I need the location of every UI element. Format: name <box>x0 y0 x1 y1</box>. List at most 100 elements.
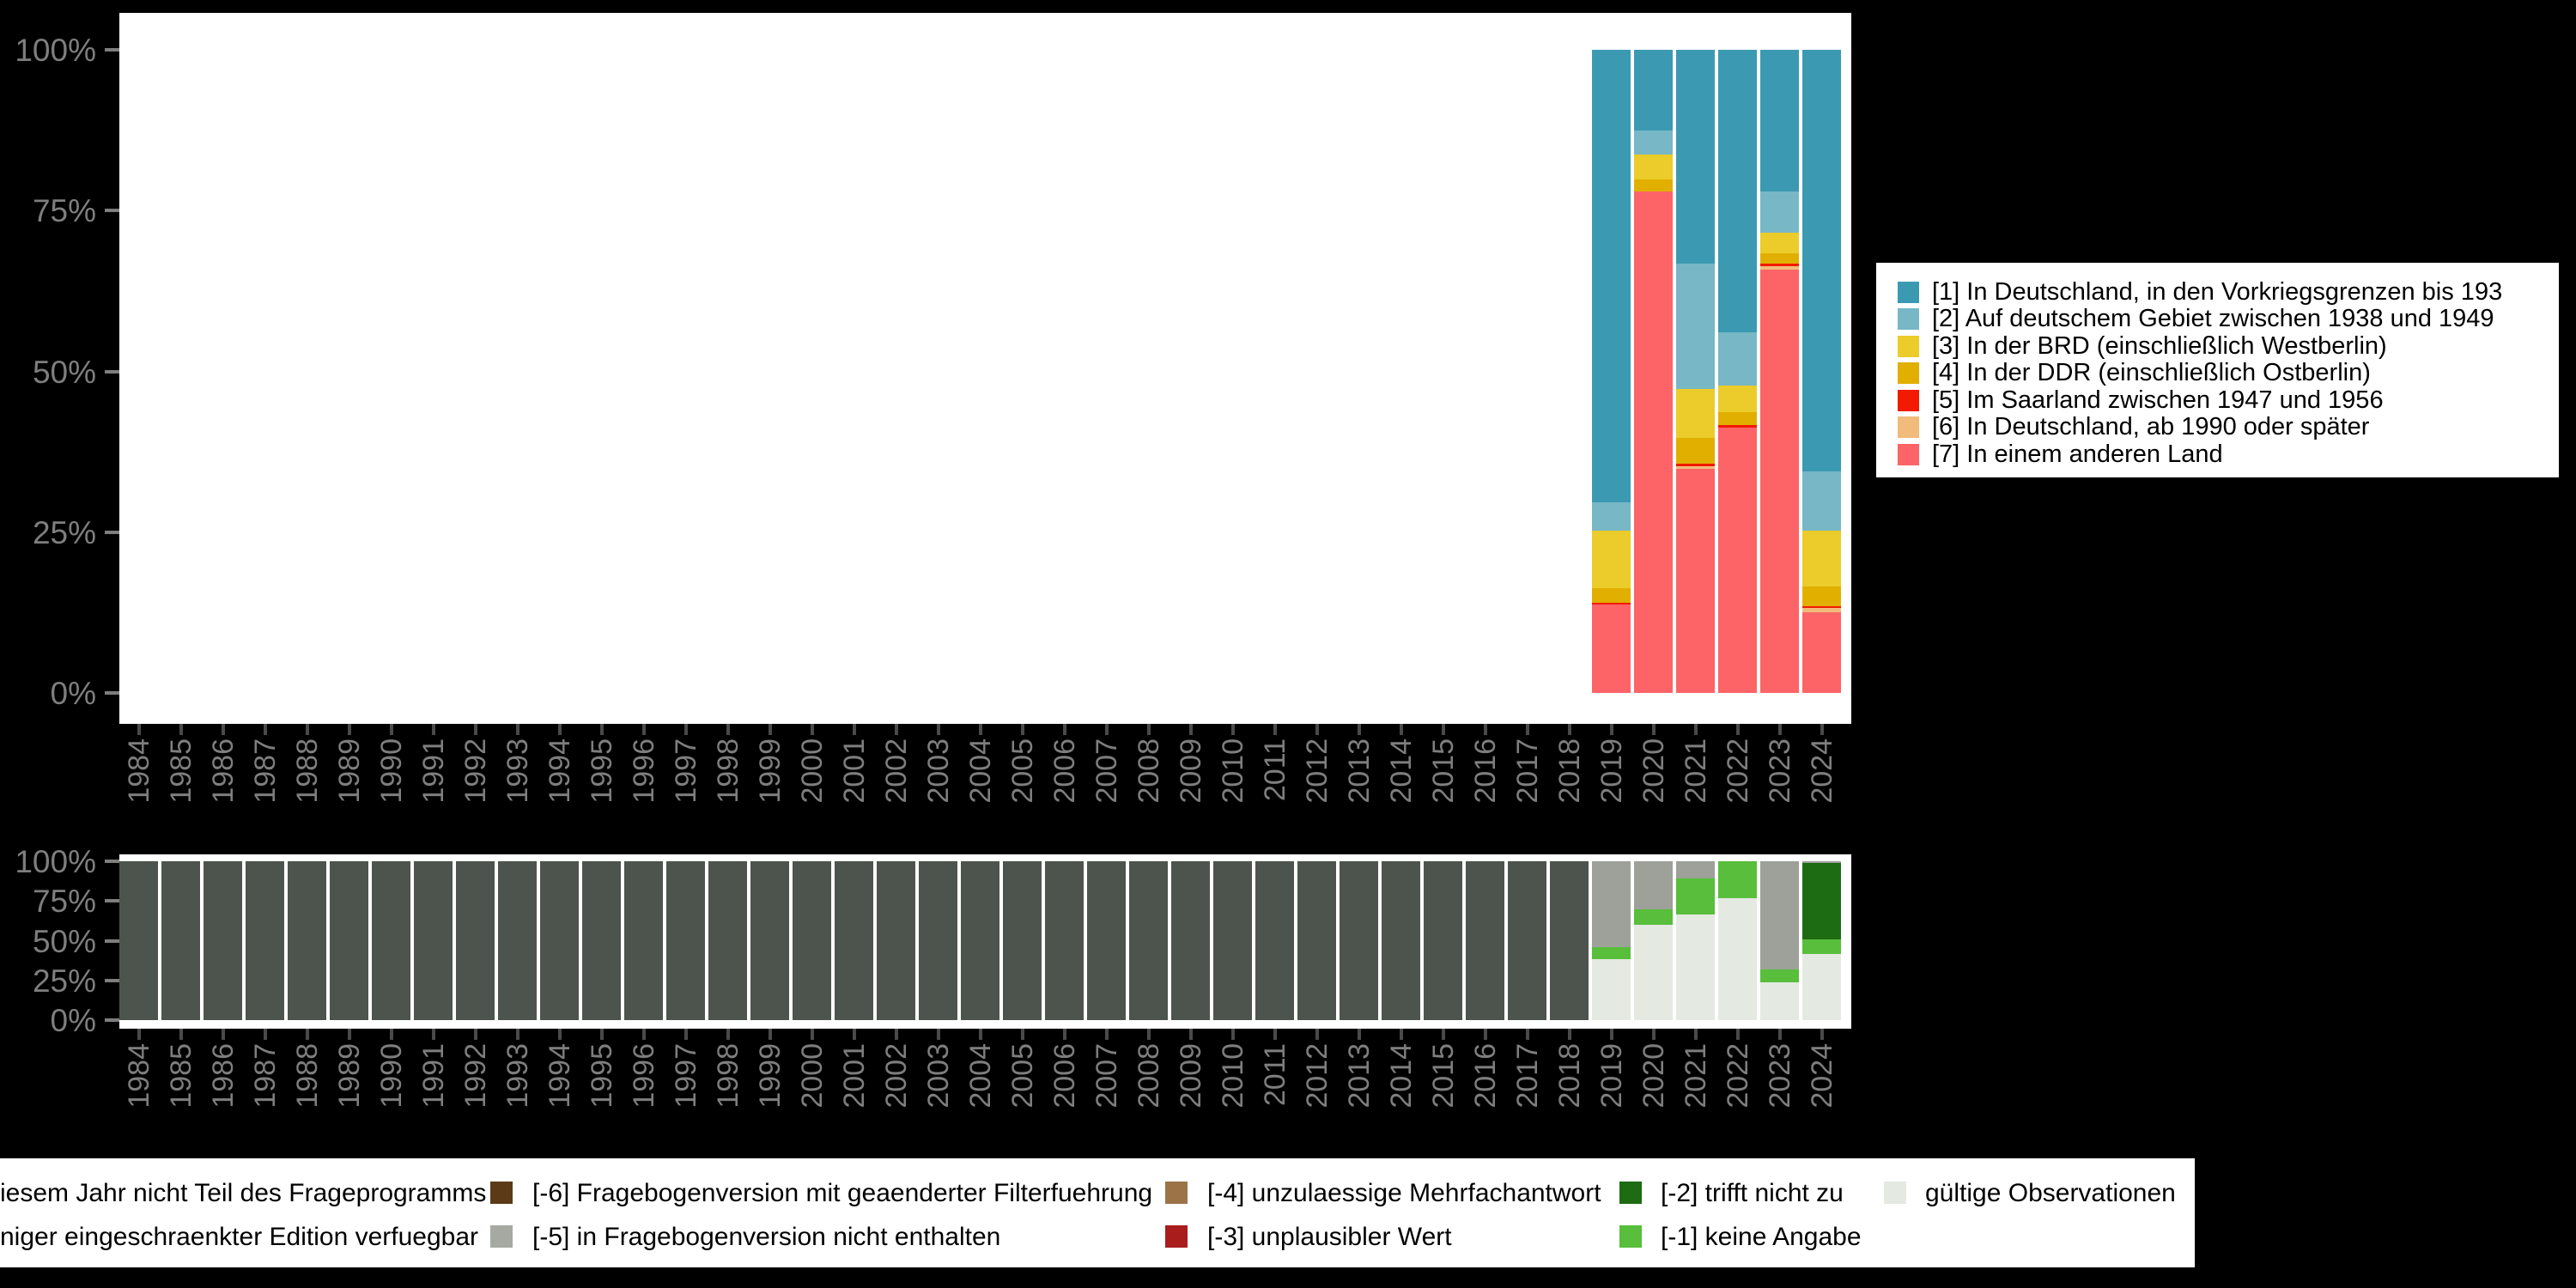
bar-segment-2 <box>1592 502 1631 532</box>
bar-segment-valid <box>1760 982 1799 1020</box>
x-axis-tick <box>1735 724 1740 735</box>
x-axis-tick <box>515 1029 519 1040</box>
x-axis-year-label: 2022 <box>1721 1043 1754 1109</box>
x-axis-year-label: 1995 <box>585 738 618 804</box>
x-axis-tick <box>768 724 772 735</box>
bar-segment-4 <box>1718 412 1757 426</box>
bar-segment-nicht-teil-des-frageprogramms <box>624 861 663 1020</box>
y-axis-percent-label: 75% <box>32 193 96 229</box>
x-axis-year-label: 1984 <box>122 1043 155 1109</box>
bar-segment-3 <box>1592 531 1631 588</box>
x-axis-tick <box>726 724 730 735</box>
legend-color-swatch <box>1619 1182 1642 1204</box>
x-axis-year-label: 1992 <box>459 1043 492 1109</box>
x-axis-tick <box>852 1029 856 1040</box>
bar-segment--1 <box>1802 939 1841 954</box>
x-axis-tick <box>305 724 309 735</box>
legend-item-label: [4] In der DDR (einschließlich Ostberlin… <box>1932 359 2371 386</box>
x-axis-tick <box>683 1029 688 1040</box>
x-axis-tick <box>1567 724 1571 735</box>
legend-color-swatch <box>1898 362 1919 384</box>
legend-item-label: [-1] keine Angabe <box>1661 1222 1862 1251</box>
x-axis-year-label: 1993 <box>501 1043 534 1109</box>
y-axis-percent-label: 25% <box>32 963 96 999</box>
x-axis-year-label: 1997 <box>669 738 702 804</box>
bar-segment-3 <box>1634 155 1673 179</box>
x-axis-tick <box>1609 724 1613 735</box>
x-axis-tick <box>1357 724 1361 735</box>
legend-item-label: [5] Im Saarland zwischen 1947 und 1956 <box>1932 386 2384 414</box>
x-axis-year-label: 2004 <box>963 1043 997 1109</box>
x-axis-tick <box>1020 724 1024 735</box>
x-axis-year-label: 2008 <box>1132 1043 1165 1109</box>
x-axis-year-label: 2008 <box>1132 738 1165 804</box>
x-axis-tick <box>1483 1029 1487 1040</box>
x-axis-tick <box>810 1029 814 1040</box>
x-axis-tick <box>389 1029 393 1040</box>
x-axis-year-label: 1988 <box>290 1043 324 1109</box>
bar-segment--5 <box>1634 861 1673 910</box>
x-axis-year-label: 1987 <box>248 1043 282 1109</box>
x-axis-tick <box>599 724 604 735</box>
legend-color-swatch <box>1898 335 1919 357</box>
x-axis-year-label: 2003 <box>921 738 955 804</box>
x-axis-year-label: 2011 <box>1258 1043 1291 1107</box>
x-axis-year-label: 2006 <box>1048 1043 1081 1109</box>
x-axis-year-label: 2023 <box>1763 738 1796 804</box>
x-axis-year-label: 1988 <box>290 738 324 804</box>
bar-segment-1 <box>1802 50 1841 471</box>
bar-segment-nicht-teil-des-frageprogramms <box>1550 861 1589 1020</box>
legend-color-swatch <box>1898 389 1919 411</box>
bar-segment-nicht-teil-des-frageprogramms <box>582 861 621 1020</box>
x-axis-tick <box>1357 1029 1361 1040</box>
x-axis-year-label: 2015 <box>1426 738 1460 804</box>
x-axis-tick <box>473 1029 477 1040</box>
y-axis-percent-label: 100% <box>15 33 96 68</box>
bar-segment-nicht-teil-des-frageprogramms <box>1382 861 1420 1020</box>
bar-segment-nicht-teil-des-frageprogramms <box>1129 861 1168 1020</box>
legend-color-swatch <box>1898 281 1919 303</box>
bar-segment-5 <box>1718 425 1757 428</box>
x-axis-tick <box>936 724 940 735</box>
bar-segment-nicht-teil-des-frageprogramms <box>288 861 326 1020</box>
y-axis-percent-label: 75% <box>32 884 96 920</box>
legend-item-label: gültige Observationen <box>1925 1178 2176 1207</box>
x-axis-year-label: 2010 <box>1216 1043 1249 1109</box>
bar-segment-nicht-teil-des-frageprogramms <box>414 861 453 1020</box>
bar-segment-7 <box>1718 428 1757 693</box>
bar-segment-nicht-teil-des-frageprogramms <box>1087 861 1126 1020</box>
bar-segment-3 <box>1676 389 1715 438</box>
legend-color-swatch <box>1898 443 1919 465</box>
bar-segment--5 <box>1802 861 1841 863</box>
x-axis-year-label: 2000 <box>795 1043 829 1109</box>
legend-item-label: [1] In Deutschland, in den Vorkriegsgren… <box>1932 277 2503 306</box>
x-axis-tick <box>137 724 141 735</box>
legend-color-swatch <box>490 1225 513 1248</box>
x-axis-year-label: 1991 <box>416 1043 450 1109</box>
bar-segment-nicht-teil-des-frageprogramms <box>204 861 242 1020</box>
x-axis-tick <box>810 724 814 735</box>
bar-segment--1 <box>1592 946 1631 959</box>
x-axis-tick <box>1104 724 1109 735</box>
x-axis-tick <box>1188 724 1193 735</box>
x-axis-year-label: 2012 <box>1300 738 1334 804</box>
x-axis-year-label: 2016 <box>1468 738 1502 804</box>
x-axis-year-label: 1996 <box>627 1043 660 1109</box>
bar-segment-nicht-teil-des-frageprogramms <box>1171 861 1210 1020</box>
x-axis-tick <box>641 1029 646 1040</box>
x-axis-year-label: 2015 <box>1426 1043 1460 1109</box>
x-axis-year-label: 2006 <box>1048 738 1081 804</box>
x-axis-tick <box>263 1029 267 1040</box>
x-axis-tick <box>431 1029 435 1040</box>
legend-item-label: [-3] unplausibler Wert <box>1207 1222 1452 1251</box>
y-axis-tick <box>105 530 119 534</box>
x-axis-tick <box>894 1029 898 1040</box>
bar-segment-valid <box>1592 958 1631 1020</box>
bar-segment-nicht-teil-des-frageprogramms <box>498 861 537 1020</box>
x-axis-tick <box>1104 1029 1109 1040</box>
legend-item-label: [7] In einem anderen Land <box>1932 440 2223 468</box>
bar-segment-4 <box>1676 437 1715 464</box>
y-axis-tick <box>105 691 119 695</box>
x-axis-year-label: 1994 <box>543 738 576 804</box>
